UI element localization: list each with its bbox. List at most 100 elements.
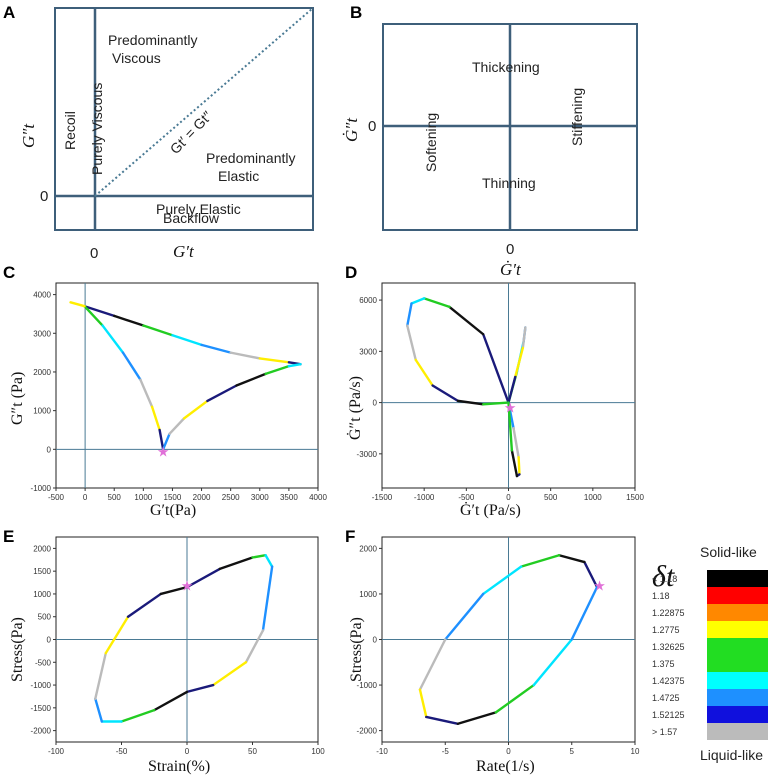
legend-entry-label: 1.52125: [652, 710, 685, 720]
series-segment-left: [121, 351, 142, 381]
series-segment-left: [158, 428, 165, 451]
panel-c-xlabel: G′t(Pa): [150, 502, 196, 519]
series-segment-lower-petal: [507, 401, 514, 452]
y-tick-label: -3000: [357, 450, 378, 459]
legend-entry-label: 1.32625: [652, 642, 685, 652]
series-segment-tail: [69, 301, 86, 308]
legend-entry-label: 1.2775: [652, 625, 680, 635]
label-predominantly-elastic-1: Predominantly: [206, 150, 296, 166]
series-segment-loop: [418, 638, 447, 691]
series-segment-large-loop: [482, 333, 510, 404]
y-tick-label: 6000: [359, 296, 377, 305]
series-segment-large-loop: [406, 302, 413, 327]
y-tick-label: -1000: [31, 484, 52, 493]
series-segment-large-loop: [414, 358, 434, 387]
series-segment-lower-petal: [512, 427, 520, 459]
series-segment-loop: [425, 715, 460, 725]
x-tick-label: -1500: [372, 493, 393, 502]
series-segment-loop: [185, 567, 221, 589]
series-segment-lower-petal: [510, 449, 519, 478]
panel-a-label: A: [3, 3, 15, 22]
series-segment-loop: [94, 697, 104, 723]
panel-d-xlabel: Ġ′t (Pa/s): [460, 501, 521, 519]
series-segment-right: [264, 364, 291, 376]
series-segment-upper: [83, 305, 116, 318]
y-tick-label: 1000: [33, 407, 51, 416]
x-tick-label: 2500: [222, 493, 240, 502]
x-tick-label: 500: [544, 493, 558, 502]
series-segment-right: [287, 363, 302, 368]
legend-swatch: [707, 604, 768, 621]
label-predominantly-viscous-2: Viscous: [112, 50, 161, 66]
legend-swatch: [707, 706, 768, 723]
x-tick-label: 5: [570, 747, 575, 756]
series-segment-upper: [142, 324, 174, 337]
panel-a-ylabel: G″t: [19, 123, 38, 148]
y-tick-label: 1500: [33, 567, 51, 576]
panel-f-xlabel: Rate(1/s): [476, 758, 535, 775]
panel-c-plot: -500 0 500 1000 1500 2000 2500 3000 3500 4000 -100…: [31, 283, 327, 502]
series-segment-loop: [456, 711, 498, 725]
series-segment-loop: [494, 683, 535, 714]
series-segment-upper: [229, 351, 261, 360]
panel-c: C -500 0 500 1000 1500 2000 2500 3000 3500 4000 -1…: [3, 263, 327, 519]
panel-b-xlabel: Ġ′t: [500, 260, 522, 279]
x-tick-label: -100: [48, 747, 65, 756]
panel-e-label: E: [3, 527, 14, 546]
series-segment-loop: [126, 592, 163, 618]
panel-d-label: D: [345, 263, 357, 282]
panel-e-plot: -100 -50 0 50 100-2000-1500-1000-50005001000…: [31, 537, 325, 756]
y-tick-label: 0: [373, 399, 378, 408]
x-tick-label: -500: [48, 493, 65, 502]
series-segment-loop: [104, 615, 130, 655]
panel-b-label: B: [350, 3, 362, 22]
series-segment-left: [150, 405, 161, 432]
series-segment-right-petal: [514, 346, 525, 379]
x-tick-label: 3500: [280, 493, 298, 502]
x-tick-label: -50: [116, 747, 128, 756]
panel-f-plot: -10 -5 0 5 10 -2000 -1000 0 1000 2000 ★: [357, 537, 640, 756]
series-segment-loop: [94, 651, 107, 700]
x-tick-label: -10: [376, 747, 388, 756]
panel-e-xlabel: Strain(%): [148, 758, 210, 775]
marker-star-icon: ★: [504, 401, 517, 417]
series-segment-large-loop: [410, 297, 426, 305]
x-tick-label: 100: [311, 747, 325, 756]
panel-a-y-zero: 0: [40, 188, 48, 205]
y-tick-label: 3000: [359, 347, 377, 356]
label-predominantly-viscous-1: Predominantly: [108, 32, 198, 48]
label-thickening: Thickening: [472, 59, 540, 75]
series-segment-upper: [113, 314, 145, 327]
label-backflow: Backflow: [163, 210, 220, 226]
legend-symbol: δt: [652, 560, 675, 593]
series-segment-loop: [218, 556, 254, 571]
panel-d: D -1500 -1000 -500 0 500 1000 1500 -3000 0 3000 60…: [345, 263, 644, 519]
label-purely-elastic: Purely Elastic: [156, 201, 241, 217]
series-segment-loop: [261, 565, 274, 632]
x-tick-label: 1000: [584, 493, 602, 502]
series-segment-left: [83, 305, 104, 327]
label-recoil: Recoil: [62, 111, 78, 150]
series-segment-loop: [557, 554, 586, 564]
x-tick-label: 0: [185, 747, 190, 756]
panel-b: B Thickening Softening Stiffening Thinni…: [342, 3, 638, 279]
x-tick-label: 10: [631, 747, 640, 756]
series-segment-upper: [171, 334, 203, 347]
series-segment-large-loop: [431, 384, 460, 403]
series-segment-large-loop: [448, 305, 485, 336]
series-segment-loop: [185, 683, 215, 694]
series-segment-loop: [444, 592, 485, 641]
y-tick-label: -2000: [357, 727, 378, 736]
panel-f-label: F: [345, 527, 355, 546]
x-tick-label: 4000: [309, 493, 327, 502]
legend-entry-label: < 1.18: [652, 574, 677, 584]
y-tick-label: 1000: [359, 590, 377, 599]
legend-swatch: [707, 723, 768, 740]
y-tick-label: -1000: [357, 681, 378, 690]
x-tick-label: -500: [458, 493, 475, 502]
legend-swatch: [707, 587, 768, 604]
legend-top-label: Solid-like: [700, 544, 757, 560]
marker-star-icon: ★: [157, 444, 170, 460]
marker-star-icon: ★: [593, 579, 606, 595]
